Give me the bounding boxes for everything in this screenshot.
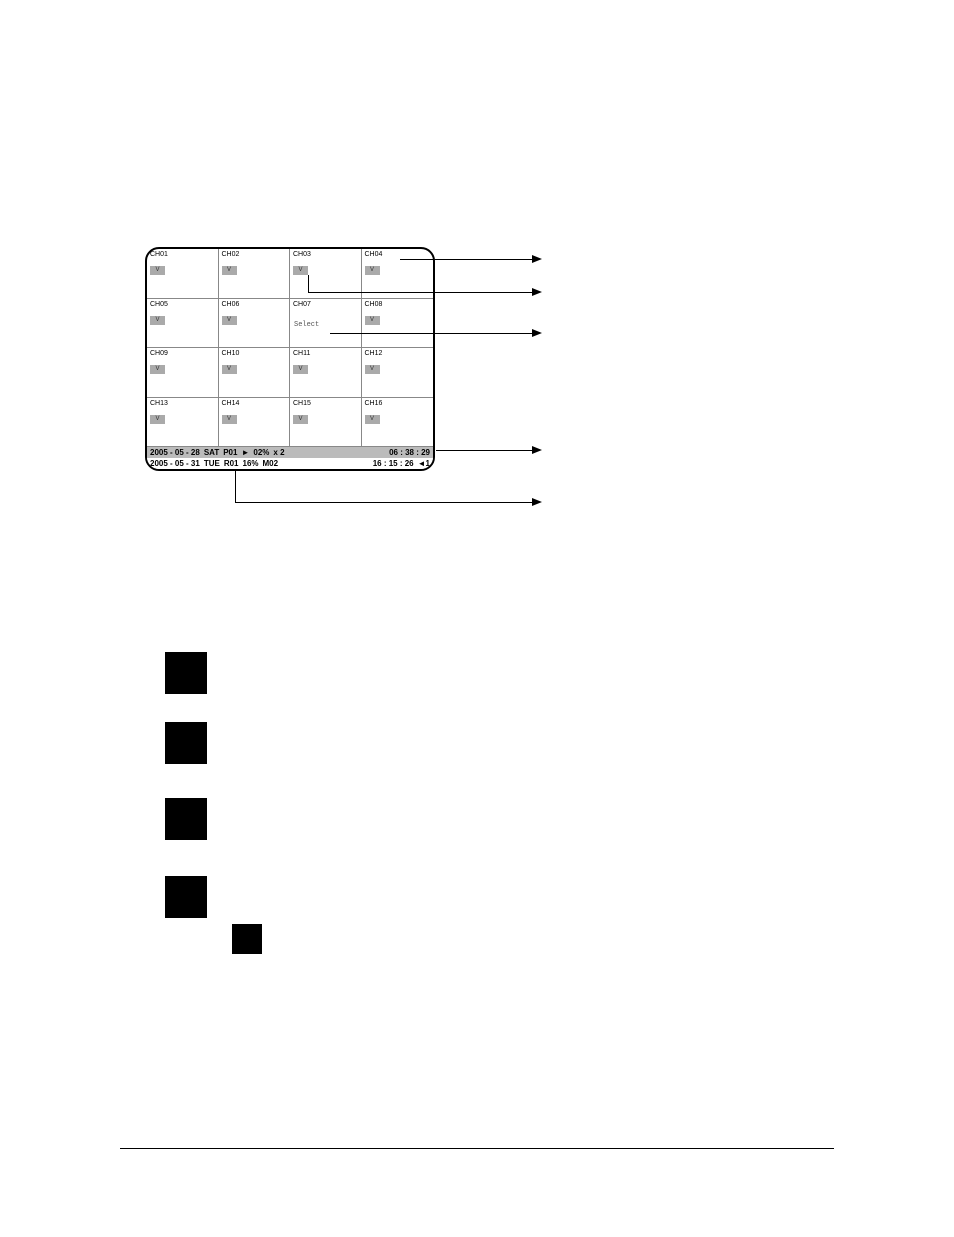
v-badge: V xyxy=(150,316,165,325)
bullet-square xyxy=(165,722,207,764)
channel-label: CH09 xyxy=(150,350,215,357)
channel-cell[interactable]: CH14 V xyxy=(219,398,291,448)
bullet-square xyxy=(165,876,207,918)
v-badge: V xyxy=(293,415,308,424)
channel-label: CH16 xyxy=(365,400,431,407)
pb-day: SAT xyxy=(204,448,219,457)
channel-label: CH12 xyxy=(365,350,431,357)
pb-pct: 02% xyxy=(253,448,269,457)
select-text: Select xyxy=(294,321,319,329)
page: CH01 V CH02 V CH03 V CH04 V CH05 V CH06 V CH07 Select… xyxy=(0,0,954,1237)
v-badge: V xyxy=(293,266,308,275)
v-badge: V xyxy=(222,316,237,325)
channel-label: CH05 xyxy=(150,301,215,308)
rec-day: TUE xyxy=(204,459,220,468)
speaker-icon: ◄1 xyxy=(418,459,430,468)
bullet-square xyxy=(232,924,262,954)
channel-label: CH14 xyxy=(222,400,287,407)
channel-cell[interactable]: CH15 V xyxy=(290,398,362,448)
bullet-square xyxy=(165,798,207,840)
channel-cell[interactable]: CH07 Select xyxy=(290,299,362,349)
channel-cell[interactable]: CH01 V xyxy=(147,249,219,299)
channel-label: CH03 xyxy=(293,251,358,258)
pb-p: P01 xyxy=(223,448,237,457)
v-badge: V xyxy=(365,415,380,424)
pb-date: 2005 - 05 - 28 xyxy=(150,448,200,457)
status-row-playback: 2005 - 05 - 28 SAT P01 ► 02% x 2 06 : 38… xyxy=(147,447,433,458)
v-badge: V xyxy=(150,415,165,424)
channel-cell[interactable]: CH02 V xyxy=(219,249,291,299)
v-badge: V xyxy=(222,415,237,424)
channel-cell[interactable]: CH06 V xyxy=(219,299,291,349)
channel-label: CH15 xyxy=(293,400,358,407)
channel-label: CH04 xyxy=(365,251,431,258)
v-badge: V xyxy=(365,316,380,325)
channel-grid: CH01 V CH02 V CH03 V CH04 V CH05 V CH06 V CH07 Select… xyxy=(147,249,433,447)
channel-label: CH08 xyxy=(365,301,431,308)
channel-label: CH06 xyxy=(222,301,287,308)
rec-r: R01 xyxy=(224,459,239,468)
rec-time: 16 : 15 : 26 xyxy=(373,459,414,468)
v-badge: V xyxy=(365,266,380,275)
v-badge: V xyxy=(365,365,380,374)
rec-pct: 16% xyxy=(243,459,259,468)
v-badge: V xyxy=(293,365,308,374)
channel-label: CH07 xyxy=(293,301,358,308)
rec-m: M02 xyxy=(263,459,279,468)
pb-speed: x 2 xyxy=(273,448,284,457)
arrow-head-icon xyxy=(532,329,542,337)
channel-cell[interactable]: CH12 V xyxy=(362,348,434,398)
channel-label: CH02 xyxy=(222,251,287,258)
channel-label: CH11 xyxy=(293,350,358,357)
channel-cell[interactable]: CH09 V xyxy=(147,348,219,398)
rec-date: 2005 - 05 - 31 xyxy=(150,459,200,468)
channel-cell[interactable]: CH05 V xyxy=(147,299,219,349)
footer-rule xyxy=(120,1148,834,1149)
channel-label: CH10 xyxy=(222,350,287,357)
v-badge: V xyxy=(222,266,237,275)
arrow-head-icon xyxy=(532,446,542,454)
v-badge: V xyxy=(222,365,237,374)
channel-cell[interactable]: CH11 V xyxy=(290,348,362,398)
bullet-square xyxy=(165,652,207,694)
channel-cell[interactable]: CH16 V xyxy=(362,398,434,448)
arrow-head-icon xyxy=(532,288,542,296)
monitor-screen: CH01 V CH02 V CH03 V CH04 V CH05 V CH06 V CH07 Select… xyxy=(145,247,435,471)
pb-time: 06 : 38 : 29 xyxy=(389,448,430,457)
status-row-record: 2005 - 05 - 31 TUE R01 16% M02 16 : 15 :… xyxy=(147,458,433,469)
v-badge: V xyxy=(150,266,165,275)
channel-label: CH01 xyxy=(150,251,215,258)
arrow-head-icon xyxy=(532,255,542,263)
channel-cell[interactable]: CH13 V xyxy=(147,398,219,448)
channel-label: CH13 xyxy=(150,400,215,407)
pb-play-icon: ► xyxy=(241,448,249,457)
status-bars: 2005 - 05 - 28 SAT P01 ► 02% x 2 06 : 38… xyxy=(147,447,433,469)
arrow-head-icon xyxy=(532,498,542,506)
channel-cell[interactable]: CH08 V xyxy=(362,299,434,349)
channel-cell[interactable]: CH10 V xyxy=(219,348,291,398)
v-badge: V xyxy=(150,365,165,374)
